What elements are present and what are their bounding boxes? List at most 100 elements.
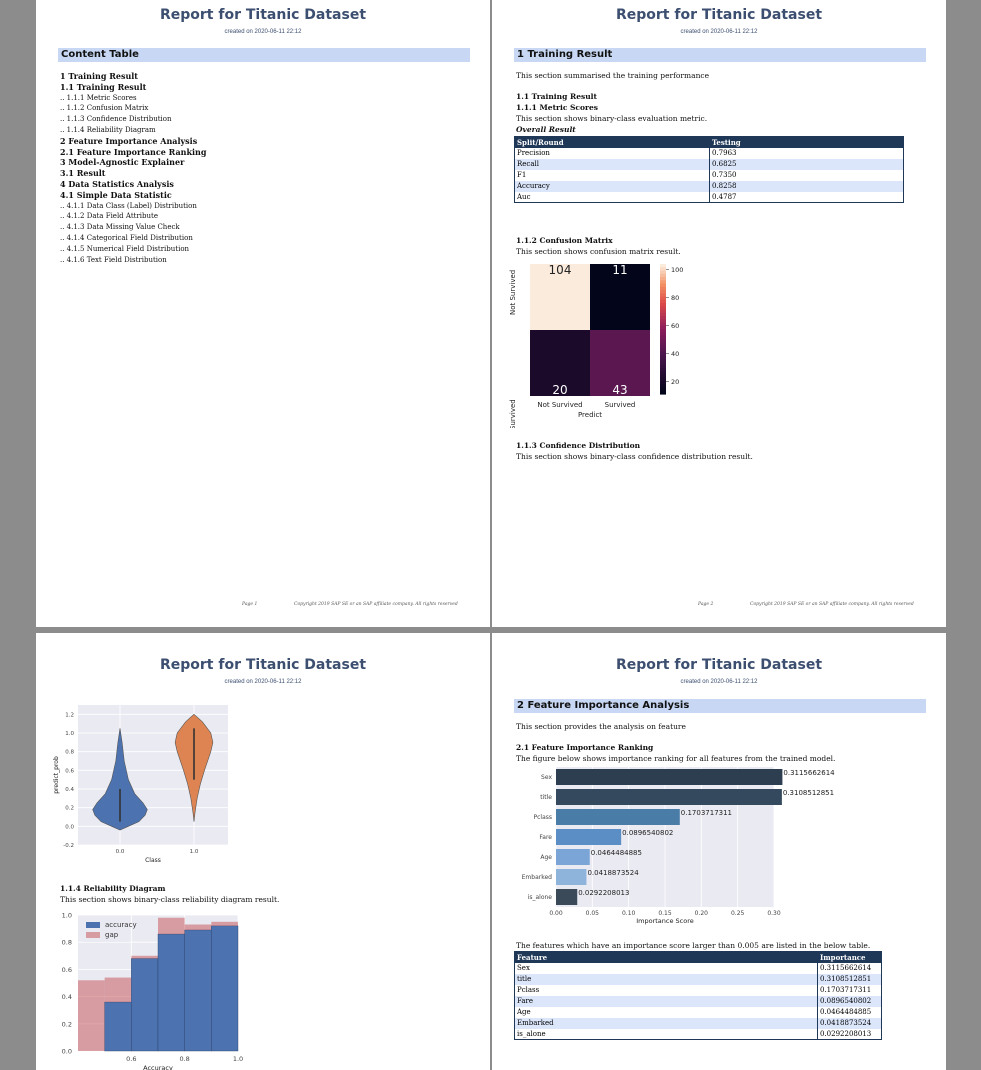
x-tick-label: 0.0 — [116, 849, 125, 855]
report-page-2: Report for Titanic Dataset created on 20… — [492, 0, 946, 627]
legend-label: accuracy — [105, 921, 137, 929]
colorbar-segment — [660, 351, 666, 356]
colorbar-segment — [660, 306, 666, 311]
metric-table-row: Accuracy 0.8258 — [514, 180, 904, 192]
toc-item[interactable]: .. 1.1.1 Metric Scores — [60, 93, 137, 102]
importance-bar — [556, 849, 590, 865]
toc-item[interactable]: .. 1.1.3 Confidence Distribution — [60, 115, 172, 124]
accuracy-bar — [211, 925, 239, 1052]
accuracy-bar — [157, 933, 185, 1052]
subsection-title: 2.1 Feature Importance Ranking — [516, 743, 654, 752]
metric-scores-title: 1.1.1 Metric Scores — [516, 103, 598, 112]
x-axis-label: Predict — [578, 411, 602, 419]
colorbar-segment — [660, 319, 666, 324]
y-tick-label: 1.0 — [62, 912, 72, 920]
y-tick-label: 0.4 — [65, 787, 74, 793]
subsection-title: 1.1 Training Result — [516, 92, 597, 101]
y-tick-label: Fare — [539, 834, 552, 841]
colorbar-segment — [660, 303, 666, 307]
legend-label: gap — [105, 931, 119, 939]
toc-item[interactable]: 3.1 Result — [60, 168, 106, 179]
toc-item[interactable]: .. 4.1.2 Data Field Attribute — [60, 212, 158, 221]
toc-item[interactable]: .. 4.1.4 Categorical Field Distribution — [60, 233, 193, 242]
subsection-desc: The figure below shows importance rankin… — [516, 754, 836, 763]
fi-table-row: Age 0.0464484885 — [514, 1006, 882, 1018]
x-tick-label: 1.0 — [190, 849, 199, 855]
fi-table-cell: 0.3115662614 — [817, 962, 882, 974]
toc-item[interactable]: 4 Data Statistics Analysis — [60, 178, 174, 189]
fi-table-cell: 0.0418873524 — [817, 1017, 882, 1029]
y-axis-label: predict_prob — [53, 756, 60, 794]
colorbar-segment — [660, 299, 666, 304]
metric-table-header: Testing — [709, 136, 904, 148]
toc-item[interactable]: 1 Training Result — [60, 71, 139, 81]
gap-bar — [131, 955, 158, 959]
confidence-distribution-title: 1.1.3 Confidence Distribution — [516, 441, 641, 450]
colorbar-segment — [660, 361, 666, 366]
report-title: Report for Titanic Dataset — [159, 657, 367, 673]
page-number: Page 2 — [698, 602, 714, 607]
colorbar-segment — [660, 345, 666, 350]
colorbar-segment — [660, 338, 666, 343]
confusion-matrix-title: 1.1.2 Confusion Matrix — [516, 236, 613, 245]
toc-item[interactable]: .. 1.1.4 Reliability Diagram — [60, 125, 156, 134]
y-tick-label: 0.6 — [62, 966, 72, 974]
metric-table-cell: F1 — [514, 169, 710, 181]
x-axis-label: Accuracy — [143, 1064, 173, 1070]
y-tick-label: Not Survived — [509, 270, 517, 315]
toc-item[interactable]: 4.1 Simple Data Statistic — [60, 189, 172, 200]
toc-item[interactable]: 1.1 Training Result — [60, 81, 147, 92]
toc-item[interactable]: 2 Feature Importance Analysis — [60, 135, 198, 146]
report-date: created on 2020-06-11 22:12 — [224, 679, 302, 685]
report-date: created on 2020-06-11 22:12 — [224, 29, 302, 35]
accuracy-bar — [184, 929, 212, 1052]
y-tick-label: Survived — [509, 399, 517, 428]
colorbar-segment — [660, 267, 666, 272]
toc-item[interactable]: 2.1 Feature Importance Ranking — [60, 146, 207, 157]
colorbar-segment — [660, 264, 666, 268]
bar-value-label: 0.3115662614 — [783, 769, 835, 777]
metric-table-cell: 0.6825 — [709, 158, 904, 170]
report-title: Report for Titanic Dataset — [615, 7, 823, 23]
metric-table-cell: Accuracy — [514, 180, 710, 192]
table-of-contents: 1 Training Result 1.1 Training Result.. 1… — [60, 71, 206, 265]
bar-value-label: 0.3108512851 — [783, 789, 834, 797]
y-tick-label: Age — [540, 854, 552, 861]
legend-swatch — [86, 932, 100, 938]
toc-item[interactable]: .. 4.1.5 Numerical Field Distribution — [60, 244, 190, 253]
colorbar-tick-label: 80 — [671, 294, 679, 302]
importance-bar — [556, 869, 587, 885]
gap-bar — [158, 917, 185, 935]
toc-item[interactable]: 3 Model-Agnostic Explainer — [60, 157, 185, 168]
fi-table-cell: Age — [514, 1006, 818, 1018]
x-tick-label: Not Survived — [537, 401, 582, 409]
confusion-matrix-desc: This section shows confusion matrix resu… — [516, 247, 681, 256]
colorbar-segment — [660, 286, 666, 291]
colorbar-segment — [660, 296, 666, 301]
y-tick-label: 0.8 — [62, 939, 72, 947]
metric-scores-desc: This section shows binary-class evaluati… — [516, 114, 708, 123]
toc-item[interactable]: .. 4.1.3 Data Missing Value Check — [60, 223, 180, 232]
y-tick-label: title — [540, 794, 552, 801]
colorbar-segment — [660, 273, 666, 278]
toc-item[interactable]: .. 4.1.1 Data Class (Label) Distribution — [60, 201, 197, 210]
feature-importance-chart: 0.00 0.05 0.10 0.15 0.20 0.25 0.30 Sex 0.3115662… — [522, 767, 835, 925]
fi-table-cell: Sex — [514, 962, 818, 974]
importance-bar — [556, 789, 782, 805]
report-page-4: Report for Titanic Dataset created on 20… — [492, 633, 946, 1070]
colorbar-segment — [660, 309, 666, 314]
colorbar-segment — [660, 364, 666, 369]
y-tick-label: 0.0 — [62, 1048, 72, 1056]
heatmap-cell — [590, 264, 650, 330]
colorbar-segment — [660, 283, 666, 288]
x-tick-label: 0.8 — [179, 1055, 189, 1063]
y-tick-label: 0.2 — [65, 806, 74, 812]
y-tick-label: 0.2 — [62, 1020, 72, 1028]
toc-item[interactable]: .. 4.1.6 Text Field Distribution — [60, 255, 167, 264]
reliability-diagram-chart: 0.0 0.2 0.4 0.6 0.8 1.0 0.6 0.8 1.0 accuracy gap Ac… — [62, 912, 244, 1070]
toc-item[interactable]: .. 1.1.2 Confusion Matrix — [60, 104, 149, 113]
copyright-footer: Copyright 2019 SAP SE or an SAP affiliat… — [750, 602, 914, 607]
colorbar-tick-label: 60 — [671, 322, 679, 330]
y-tick-label: 1.2 — [65, 712, 74, 718]
section-header-content-table: Content Table — [58, 48, 470, 62]
